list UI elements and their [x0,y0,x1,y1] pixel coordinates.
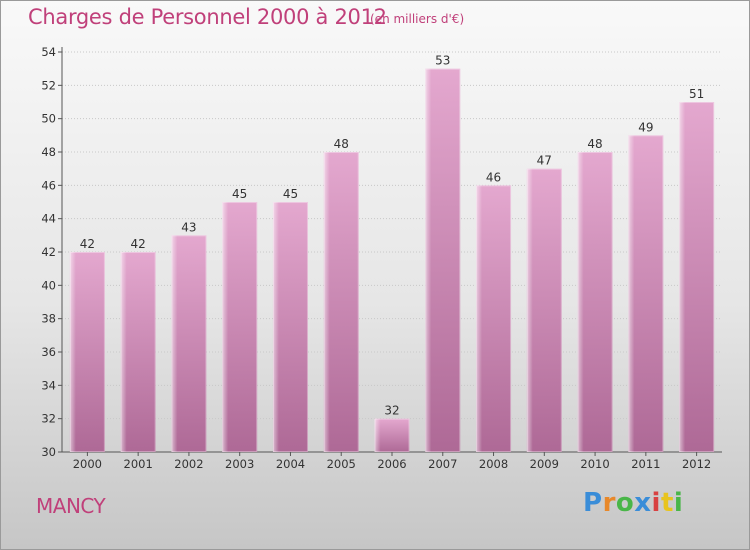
data-label: 47 [537,154,552,168]
data-label: 32 [384,404,399,418]
bar-layer [69,68,715,453]
logo-letter: P [583,488,603,518]
y-tick-label: 48 [41,145,56,159]
bar-highlight [679,102,686,452]
town-name: MANCY [36,494,106,518]
bar-edge [120,252,156,452]
bar-highlight [628,135,635,453]
bar-edge [628,135,664,452]
logo-letter: i [651,488,661,518]
y-tick-label: 36 [41,345,56,359]
bar-highlight [323,152,330,452]
data-label: 51 [689,87,704,101]
x-tick-label: 2003 [225,457,254,471]
x-tick-label: 2010 [580,457,609,471]
data-label: 49 [638,120,653,134]
data-label: 48 [334,137,349,151]
bar-edge [171,235,207,452]
x-tick-label: 2000 [73,457,102,471]
data-label: 45 [232,187,247,201]
y-tick-label: 50 [41,112,56,126]
y-tick-label: 54 [41,45,56,59]
x-tick-label: 2002 [174,457,203,471]
logo-letter: i [673,488,684,518]
bar-edge [476,185,512,452]
bar-highlight [222,202,229,452]
bar-edge [374,418,410,452]
bar-edge [577,152,613,452]
x-tick-label: 2007 [428,457,457,471]
bar-highlight [577,152,584,452]
grid-layer [62,51,722,453]
label-layer: 42 42 43 45 45 48 32 53 46 47 48 49 51 [80,54,705,418]
bar-edge [222,202,258,452]
x-tick-label: 2012 [682,457,711,471]
data-label: 46 [486,170,501,184]
y-tick-label: 46 [41,178,56,192]
data-label: 42 [131,237,146,251]
data-label: 48 [587,137,602,151]
bar-highlight [374,418,381,452]
bar-highlight [425,68,432,453]
bar-highlight [272,202,279,452]
x-tick-label: 2004 [276,457,305,471]
bar-edge [323,152,359,452]
y-tick-label: 38 [41,312,56,326]
y-tick-label: 34 [41,378,56,392]
bar-edge [272,202,308,452]
y-tick-label: 42 [41,245,56,259]
bar-highlight [120,252,127,452]
bar-highlight [476,185,483,453]
data-label: 45 [283,187,298,201]
logo-letter: o [615,488,635,518]
x-tick-label: 2001 [124,457,153,471]
data-label: 53 [435,54,450,68]
x-tick-label: 2011 [631,457,660,471]
chart-subtitle: (en milliers d'€) [370,12,465,26]
bar-highlight [171,235,178,452]
data-label: 42 [80,237,95,251]
x-tick-label: 2009 [530,457,559,471]
bar-edge [526,168,562,453]
x-tick-label: 2008 [479,457,508,471]
y-tick-label: 32 [41,412,56,426]
chart-title: Charges de Personnel 2000 à 2012 [28,5,387,29]
logo-letter: x [634,488,652,518]
logo-letter: t [660,488,674,518]
bar-edge [679,102,715,452]
x-tick-label: 2005 [327,457,356,471]
logo-letter: r [602,488,616,518]
bar-highlight [526,168,533,452]
y-tick-label: 40 [41,278,56,292]
proxiti-logo: Proxiti [583,488,683,518]
x-tick-label: 2006 [377,457,406,471]
y-tick-label: 30 [41,445,56,459]
data-label: 43 [181,220,196,234]
bar-edge [425,68,461,453]
y-tick-label: 44 [41,212,56,226]
bar-edge [69,252,105,452]
y-tick-label: 52 [41,78,56,92]
bar-highlight [69,252,76,452]
